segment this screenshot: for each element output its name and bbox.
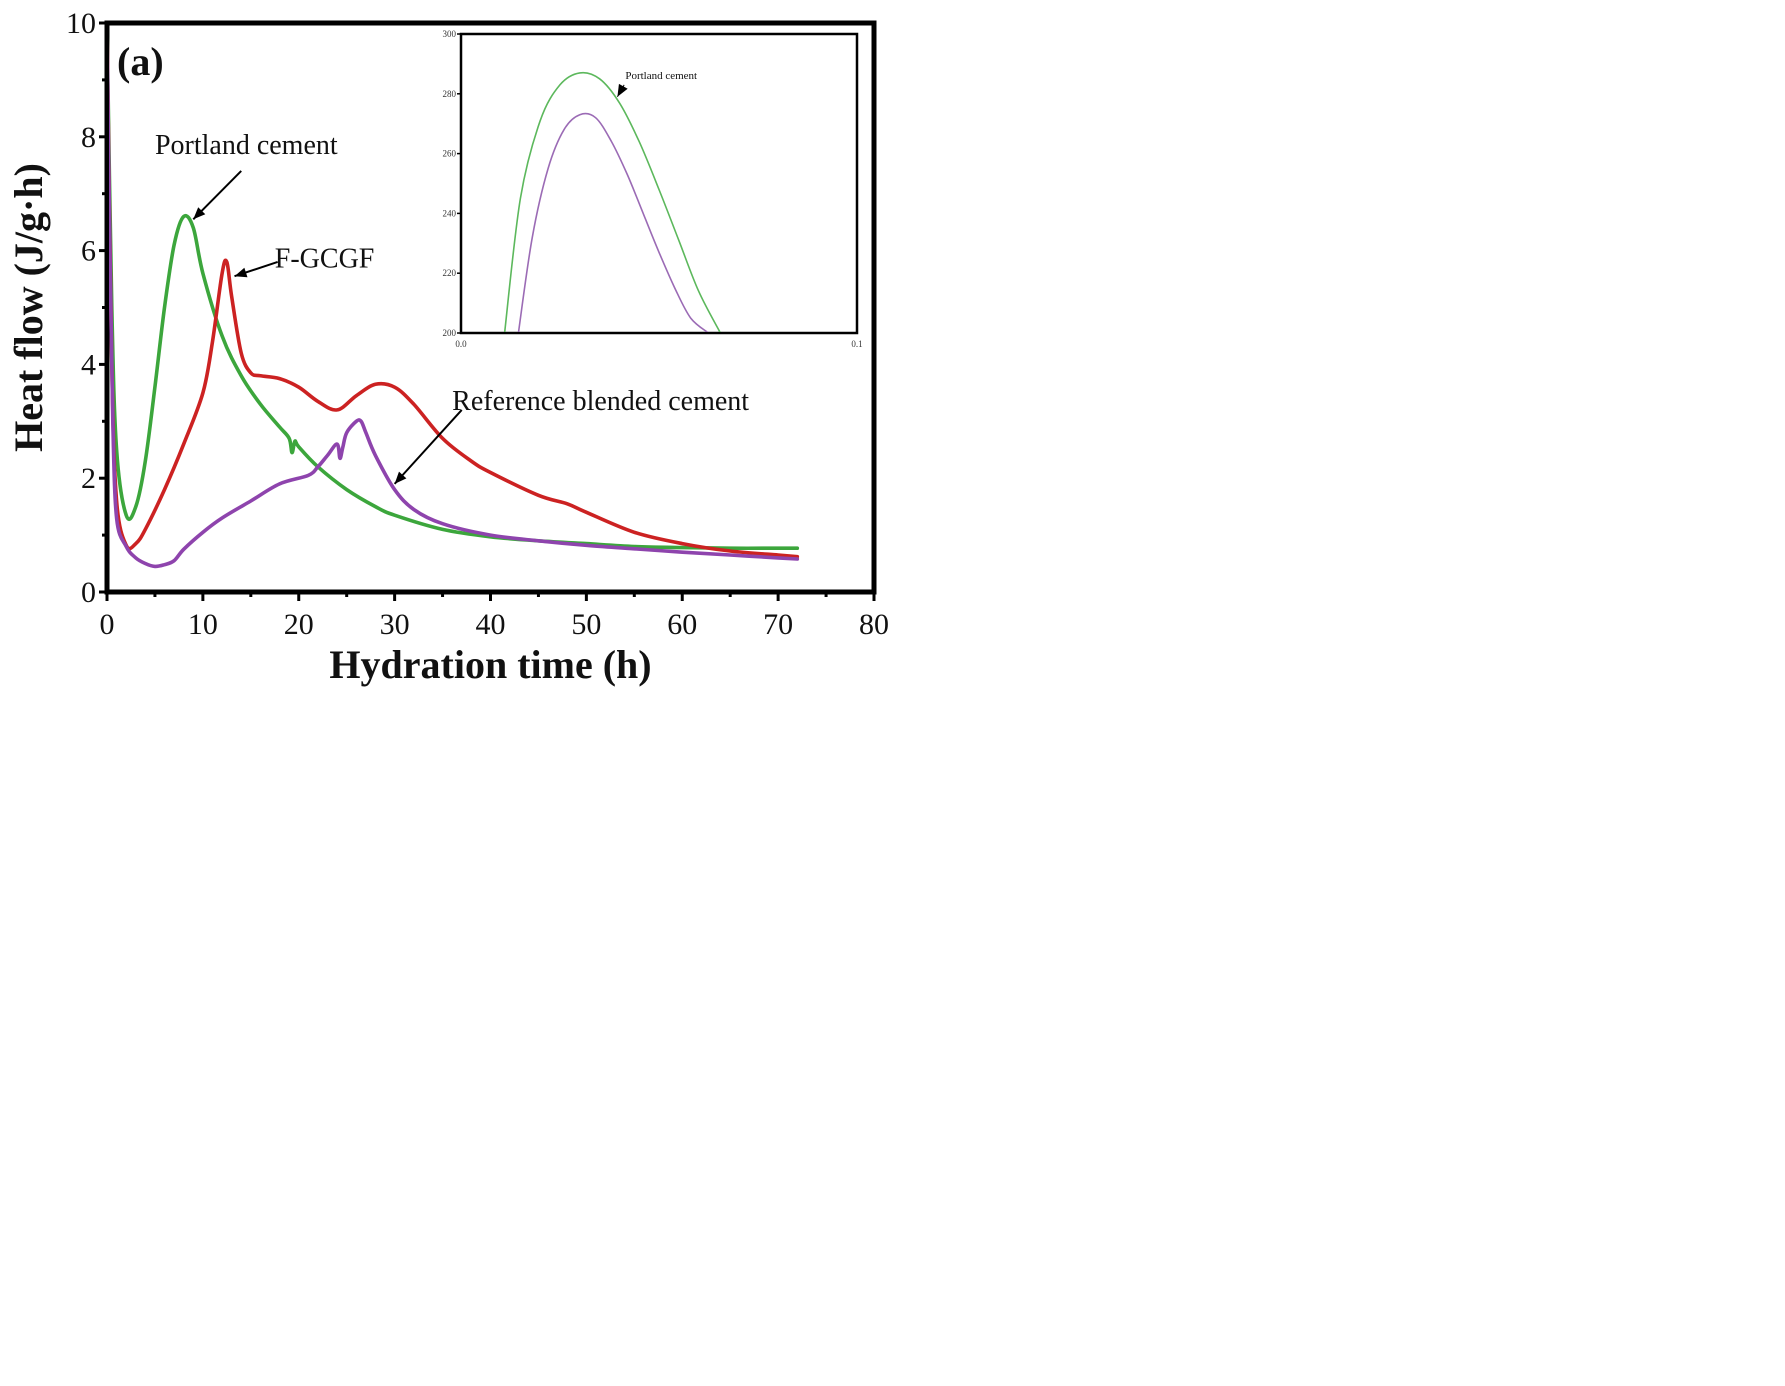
- inset-x-tick-label: 0.1: [851, 339, 862, 349]
- y-tick-label: 10: [66, 7, 96, 40]
- inset-annotation-label: Portland cement: [625, 70, 697, 82]
- inset-annotation-arrow-head: [617, 83, 628, 97]
- annotation-arrow: [393, 409, 463, 485]
- x-tick-label: 0: [100, 608, 115, 641]
- x-tick-label: 10: [188, 608, 218, 641]
- inset-y-tick-label: 300: [443, 29, 457, 39]
- inset-series-line-portland-cement: [503, 71, 721, 332]
- inset-frame: [459, 32, 859, 335]
- inset-y-tick-label: 280: [443, 89, 457, 99]
- x-tick-label: 30: [380, 608, 410, 641]
- x-tick-label: 40: [476, 608, 506, 641]
- annotation-label: Reference blended cement: [452, 386, 749, 417]
- inset-series-line-f-gcgf: [517, 112, 709, 332]
- y-tick-label: 0: [81, 576, 96, 609]
- chart-panel-a: 0 10 20 30 40 50 60 70 80 0 2 4 6 8 10 Hydration time (…: [6, 7, 889, 687]
- x-tick-label: 60: [667, 608, 697, 641]
- inset-y-tick-label: 240: [443, 208, 457, 218]
- y-tick-label: 4: [81, 348, 96, 381]
- series-line-f-gcgf: [109, 37, 800, 559]
- inset-y-tick-label: 260: [443, 149, 457, 159]
- annotation-arrow-head: [193, 207, 206, 220]
- annotation-label: Portland cement: [155, 130, 338, 161]
- inset-x-tick-label: 0.0: [455, 339, 467, 349]
- x-tick-label: 70: [763, 608, 793, 641]
- annotation-arrow-head: [394, 471, 407, 484]
- x-axis-title: Hydration time (h): [329, 642, 651, 687]
- x-tick-label: 20: [284, 608, 314, 641]
- inset-chart: 200 220 240 260 280 300 0.0 0.1 Portland cement: [443, 29, 863, 349]
- x-tick-label: 50: [571, 608, 601, 641]
- inset-y-tick-label: 220: [443, 268, 457, 278]
- annotation-arrow-head: [234, 267, 248, 278]
- inset-y-tick-label: 200: [443, 328, 457, 338]
- y-axis-title: Heat flow (J/g·h): [6, 163, 51, 452]
- y-tick-label: 8: [81, 121, 96, 154]
- panel-label: (a): [117, 39, 164, 84]
- y-tick-label: 6: [81, 235, 96, 268]
- x-tick-label: 80: [859, 608, 889, 641]
- annotation-label: F-GCGF: [275, 244, 375, 275]
- y-tick-label: 2: [81, 462, 96, 495]
- series-line-reference-blended-cement: [109, 38, 800, 569]
